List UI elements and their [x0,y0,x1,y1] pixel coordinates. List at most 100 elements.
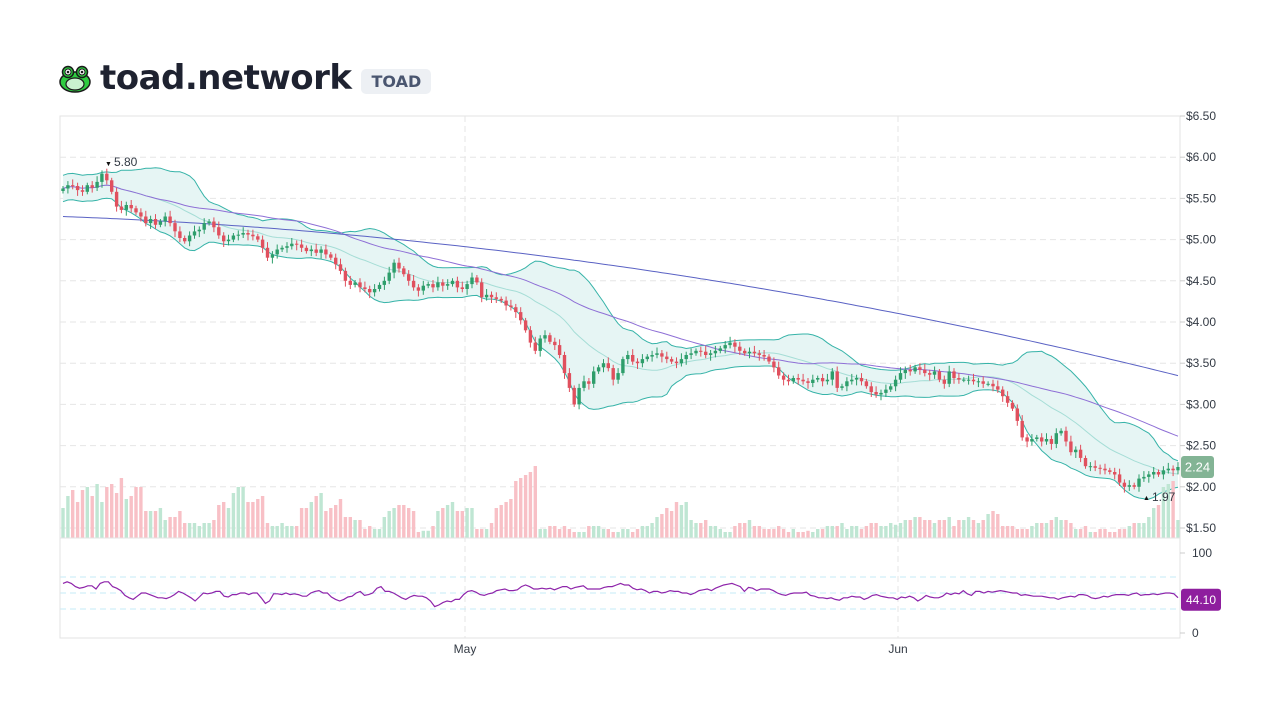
candle[interactable] [567,373,572,388]
candle[interactable] [168,216,172,224]
candle[interactable] [1054,433,1058,444]
candle[interactable] [416,287,421,291]
candle[interactable] [411,280,416,288]
candle[interactable] [635,361,640,364]
candle[interactable] [217,227,221,236]
candle[interactable] [1166,468,1170,471]
candle[interactable] [80,190,85,192]
candle[interactable] [1147,474,1151,477]
candle[interactable] [90,185,94,188]
candle[interactable] [631,355,635,362]
candle[interactable] [752,351,757,354]
candle[interactable] [1127,485,1131,487]
candle[interactable] [1069,441,1073,453]
candle[interactable] [786,379,791,382]
candle[interactable] [489,294,494,298]
candle[interactable] [1122,482,1127,487]
candle[interactable] [1093,466,1097,468]
candle[interactable] [66,185,70,189]
candle[interactable] [319,249,323,253]
candle[interactable] [183,238,187,242]
candle[interactable] [207,221,211,224]
candle[interactable] [747,351,752,354]
candle[interactable] [757,353,761,355]
candle[interactable] [971,379,976,382]
candle[interactable] [976,381,981,383]
candle[interactable] [1142,476,1146,479]
candle[interactable] [71,185,75,187]
candle[interactable] [100,173,104,182]
candle[interactable] [723,345,727,349]
candle[interactable] [957,378,961,380]
candle[interactable] [1078,449,1083,458]
candle[interactable] [246,233,250,235]
candle[interactable] [426,284,430,286]
candle[interactable] [1030,439,1034,442]
candle[interactable] [840,386,844,388]
candle[interactable] [674,361,679,364]
candle[interactable] [825,379,830,382]
candle[interactable] [689,353,693,355]
candle[interactable] [611,368,615,380]
candle[interactable] [694,350,698,354]
candle[interactable] [173,223,177,232]
candle[interactable] [382,280,386,285]
candle[interactable] [669,359,674,362]
candle[interactable] [139,212,143,217]
candle[interactable] [144,216,148,224]
candle[interactable] [484,294,489,298]
candle[interactable] [436,282,440,288]
candle[interactable] [450,280,455,285]
candle[interactable] [1161,470,1166,475]
candle[interactable] [859,378,864,382]
candle[interactable] [869,386,873,393]
candle[interactable] [587,381,591,384]
candle[interactable] [582,381,586,388]
candle[interactable] [1015,408,1019,421]
candle[interactable] [163,216,167,222]
candle[interactable] [937,371,942,380]
candle[interactable] [879,392,883,395]
candle[interactable] [1040,437,1044,442]
candle[interactable] [713,350,718,354]
candle[interactable] [538,338,542,351]
candle[interactable] [504,300,508,306]
candle[interactable] [738,346,742,351]
candle[interactable] [124,205,128,210]
candle[interactable] [908,369,912,372]
candle[interactable] [903,369,907,374]
candle[interactable] [1152,472,1156,475]
candle[interactable] [231,235,236,240]
candle[interactable] [928,373,932,375]
candle[interactable] [850,379,854,382]
candle[interactable] [986,383,990,385]
candle[interactable] [553,341,557,346]
candle[interactable] [562,355,567,374]
candle[interactable] [392,262,396,273]
candle[interactable] [962,379,966,381]
candle[interactable] [665,356,669,360]
candle[interactable] [480,282,484,298]
candle[interactable] [811,379,815,383]
candle[interactable] [874,392,878,395]
candle[interactable] [1113,472,1117,475]
candle[interactable] [728,342,732,346]
candle[interactable] [801,379,805,382]
candle[interactable] [363,287,367,289]
candle[interactable] [290,243,294,247]
candle[interactable] [212,221,216,228]
candle[interactable] [772,361,776,368]
candle[interactable] [1001,389,1005,397]
candle[interactable] [241,233,245,235]
candle[interactable] [845,381,849,387]
candle[interactable] [777,367,781,376]
candle[interactable] [616,373,620,380]
candle[interactable] [324,249,328,255]
candle[interactable] [445,284,450,286]
candle[interactable] [397,262,401,269]
candle[interactable] [372,289,377,293]
candle[interactable] [377,284,382,289]
candle[interactable] [509,305,513,308]
candle[interactable] [1025,437,1029,442]
candle[interactable] [353,282,357,285]
